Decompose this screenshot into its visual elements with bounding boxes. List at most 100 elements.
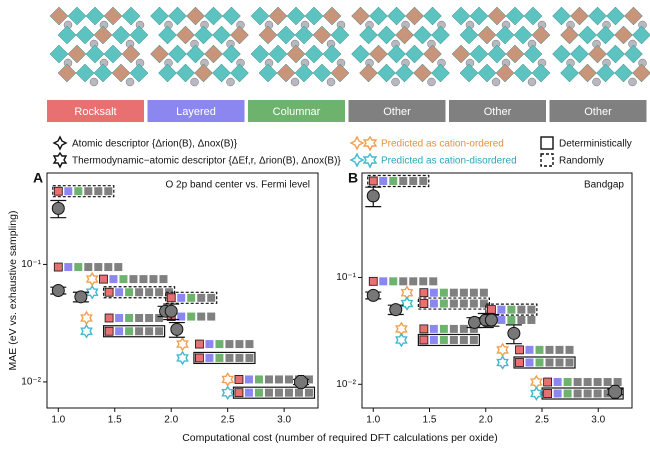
octahedron: [276, 25, 296, 45]
octahedron: [487, 44, 507, 64]
legend-label: Atomic descriptor {Δrion(B), Δnox(B)}: [72, 139, 238, 150]
structure-square: [109, 275, 118, 284]
structure-label: Rocksalt: [74, 106, 116, 118]
octahedron: [85, 6, 105, 26]
circle-marker: [170, 322, 184, 336]
atom: [290, 77, 300, 87]
structure-square: [573, 378, 582, 387]
structure-square: [449, 288, 458, 297]
structure-square: [527, 315, 536, 324]
x-tick-label: 1.0: [366, 415, 380, 426]
structure-image: [150, 6, 249, 87]
structure-square: [177, 312, 186, 321]
structure-square: [139, 275, 148, 284]
structure-square: [593, 389, 602, 398]
structure-square: [135, 288, 144, 297]
octahedron: [85, 44, 105, 64]
octahedron: [369, 6, 388, 26]
structure-square: [419, 176, 428, 185]
structure-square: [545, 358, 554, 367]
structure-square: [244, 375, 253, 384]
octahedron: [230, 25, 249, 45]
octahedron: [129, 63, 149, 83]
octagon-marker: [294, 375, 308, 389]
circle-marker: [51, 284, 65, 297]
structure-square: [379, 176, 388, 185]
octahedron: [359, 63, 378, 83]
structure-square: [565, 358, 574, 367]
y-tick-label: 10⁻¹: [336, 272, 356, 283]
predicted-star: [221, 372, 235, 387]
structure-square: [284, 375, 293, 384]
structure-image: [552, 6, 650, 87]
structure-square: [304, 388, 313, 397]
octahedron: [614, 63, 633, 83]
circle-marker: [484, 313, 498, 327]
octahedron: [268, 6, 288, 26]
structure-square: [409, 176, 418, 185]
x-tick-label: 3.0: [277, 415, 291, 426]
row-border: [417, 297, 490, 310]
structure-square: [187, 293, 196, 302]
structure-square: [553, 378, 562, 387]
structure-square: [469, 335, 478, 344]
octahedron: [413, 63, 432, 83]
predicted-star: [85, 284, 99, 300]
octahedron: [330, 25, 350, 45]
atom: [391, 77, 400, 87]
predicted-star: [176, 350, 189, 366]
structure-square: [254, 375, 263, 384]
structure-square: [389, 277, 398, 286]
structure-square: [235, 340, 244, 349]
structure-square: [449, 299, 458, 308]
legend-label: Deterministically: [559, 139, 632, 150]
structure-square: [517, 305, 526, 314]
structure-square: [145, 288, 154, 297]
structure-square: [429, 277, 438, 286]
octahedron: [570, 6, 589, 26]
atom: [628, 77, 637, 87]
structure-square: [115, 314, 124, 323]
predicted-star: [85, 271, 99, 287]
atom: [226, 77, 235, 87]
structure-box: [147, 100, 245, 122]
atom: [190, 77, 199, 87]
atom: [125, 77, 135, 87]
structure-square: [159, 275, 168, 284]
octahedron: [624, 6, 643, 26]
structure-square: [284, 388, 293, 397]
circle-marker: [507, 326, 521, 340]
octahedron: [286, 6, 306, 26]
octahedron: [322, 6, 342, 26]
structure-square: [613, 378, 622, 387]
y-axis-label: MAE (eV vs. exhaustive sampling): [7, 211, 19, 371]
predicted-star: [80, 323, 93, 339]
structure-square: [368, 176, 378, 186]
structure-square: [535, 358, 544, 367]
atom: [592, 77, 601, 87]
x-tick-label: 2.0: [479, 415, 493, 426]
octahedron: [322, 44, 342, 64]
structure-square: [439, 288, 448, 297]
structure-square: [215, 353, 224, 362]
structure-square: [399, 277, 408, 286]
octahedron: [578, 63, 597, 83]
octahedron: [294, 63, 314, 83]
octahedron: [111, 25, 131, 45]
structure-square: [53, 262, 63, 272]
structure-square: [135, 314, 144, 323]
structure-square: [563, 378, 572, 387]
atom: [427, 77, 436, 87]
structure-square: [603, 378, 612, 387]
octahedron: [93, 25, 113, 45]
predicted-star: [395, 332, 408, 348]
structure-square: [419, 299, 429, 308]
structure-square: [419, 335, 429, 345]
octahedron: [67, 6, 87, 26]
octahedron: [312, 25, 332, 45]
structure-square: [555, 345, 564, 354]
structure-label: Other: [484, 106, 512, 118]
circle-marker: [51, 201, 65, 215]
octahedron: [451, 6, 471, 26]
structure-label: Other: [383, 106, 411, 118]
